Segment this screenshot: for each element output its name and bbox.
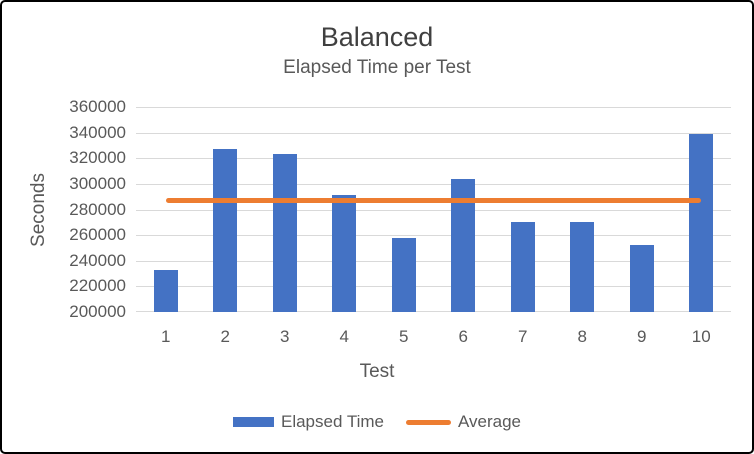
bar (213, 149, 238, 312)
x-tick-label: 5 (399, 327, 409, 346)
average-line (165, 198, 702, 204)
x-tick-label: 6 (458, 327, 468, 346)
y-tick-label: 240000 (69, 250, 126, 270)
y-tick-label: 320000 (69, 148, 126, 168)
average-line-swatch (405, 419, 451, 425)
chart-title: Balanced (320, 22, 434, 52)
gridline (136, 209, 731, 211)
y-tick-label: 360000 (69, 97, 126, 116)
x-tick-label: 10 (691, 327, 711, 346)
elapsed-time-bar-swatch (232, 417, 274, 427)
x-tick-label: 3 (280, 327, 290, 346)
bar (272, 154, 297, 312)
legend-label-elapsed-time: Elapsed Time (280, 412, 384, 431)
y-tick-label: 200000 (69, 302, 126, 321)
x-tick-label: 8 (577, 327, 587, 346)
legend-item-average: Average (405, 412, 521, 432)
gridline (136, 107, 731, 108)
bar (689, 133, 714, 312)
gridline (136, 235, 731, 237)
x-tick-label: 1 (161, 327, 171, 346)
x-tick-label: 2 (220, 327, 230, 346)
bar (153, 269, 178, 312)
plot-area (136, 107, 731, 312)
bar (391, 237, 416, 312)
bar (332, 195, 357, 312)
gridline (136, 311, 731, 312)
gridline (136, 260, 731, 262)
bar (570, 222, 595, 312)
y-tick-label: 340000 (69, 122, 126, 142)
x-axis-title: Test (359, 361, 395, 382)
chart-subtitle: Elapsed Time per Test (283, 57, 471, 78)
gridline (136, 183, 731, 185)
bar (510, 222, 535, 312)
y-tick-label: 300000 (69, 173, 126, 193)
legend-label-average: Average (457, 412, 521, 431)
gridline (136, 158, 731, 160)
gridline (136, 132, 731, 134)
legend: Elapsed Time Average (2, 412, 752, 432)
x-tick-label: 9 (637, 327, 647, 346)
x-tick-label: 4 (339, 327, 349, 346)
x-tick-label: 7 (518, 327, 528, 346)
gridline (136, 286, 731, 288)
legend-item-elapsed-time: Elapsed Time (232, 412, 384, 432)
y-tick-label: 280000 (69, 199, 126, 219)
y-tick-label: 260000 (69, 225, 126, 245)
bar (629, 245, 654, 312)
y-tick-label: 220000 (69, 276, 126, 296)
